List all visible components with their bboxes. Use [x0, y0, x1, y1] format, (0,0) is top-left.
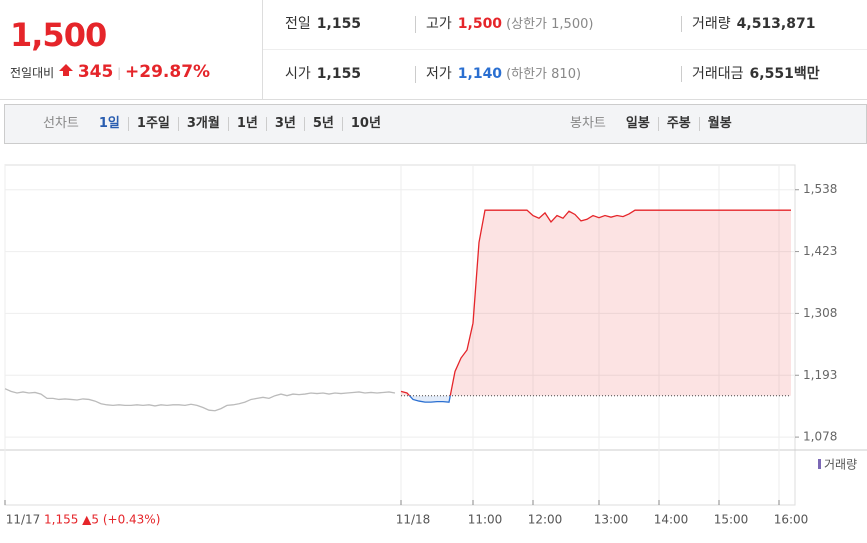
stat-value: 1,500 [457, 16, 503, 32]
stat-label: 거래대금 [692, 66, 744, 82]
stats: 전일 1,155 고가 1,500 (상한가 1,500) 거래량 4,513,871 시가 1… [263, 0, 867, 100]
volume-legend: 거래량 [824, 458, 857, 472]
period-tab[interactable]: 5년 [303, 117, 342, 131]
candle-tab[interactable]: 월봉 [698, 117, 740, 131]
x-tick-label: 11/18 [396, 513, 431, 527]
stats-row: 시가 1,155 저가 1,140 (하한가 810) 거래대금 6,551백만 [263, 50, 867, 99]
up-icon [59, 64, 73, 76]
stat-value: 4,513,871 [736, 16, 816, 32]
x-tick-label: 11/17 [6, 513, 41, 527]
stat: 전일 1,155 [285, 0, 361, 49]
area-fill [401, 210, 791, 396]
stat: 고가 1,500 (상한가 1,500) [415, 16, 593, 33]
stat: 거래량 4,513,871 [681, 16, 815, 32]
stat-label: 거래량 [692, 16, 731, 32]
line-chart-label: 선차트 [43, 116, 79, 131]
x-tick-label: 11:00 [468, 513, 503, 527]
stat-value: 1,155 [316, 16, 362, 32]
price-box: 1,500 전일대비 345 | +29.87% [0, 0, 263, 100]
stat-value: 1,155 [316, 66, 362, 82]
stat-label: 저가 [426, 66, 452, 82]
period-tab[interactable]: 1주일 [127, 117, 178, 131]
stat-value: 1,140 [457, 66, 503, 82]
x-tick-label: 15:00 [714, 513, 749, 527]
x-tick-label: 16:00 [774, 513, 809, 527]
stat-value: 6,551 [749, 66, 794, 82]
candle-tab[interactable]: 주봉 [657, 117, 699, 131]
stat-label: 고가 [426, 16, 452, 32]
x-tick-label: 12:00 [528, 513, 563, 527]
y-tick-label: 1,308 [803, 306, 837, 320]
stat-unit: 백만 [793, 66, 820, 82]
volume-legend-icon [818, 459, 821, 469]
change-pct: +29.87% [125, 62, 211, 82]
stat-note: (상한가 1,500) [506, 17, 594, 32]
period-tab[interactable]: 1일 [98, 116, 120, 131]
price-line [4, 388, 396, 412]
change: 전일대비 345 | +29.87% [10, 62, 211, 82]
price-line [400, 209, 791, 396]
candle-tab[interactable]: 일봉 [625, 116, 650, 131]
stat: 거래대금 6,551백만 [681, 66, 820, 82]
x-tick-label: 13:00 [594, 513, 629, 527]
y-tick-label: 1,538 [803, 182, 837, 196]
annotation: 1,155 ▲5 (+0.43%) [44, 513, 160, 527]
period-tab[interactable]: 3개월 [177, 117, 228, 131]
stat-label: 시가 [285, 66, 311, 82]
x-tick-label: 14:00 [654, 513, 689, 527]
current-price: 1,500 [10, 16, 107, 54]
tab-bar: 선차트 1일 1주일 3개월 1년 3년 5년 10년 봉차트 일봉 주봉 월봉 [4, 104, 867, 144]
y-tick-label: 1,193 [803, 368, 837, 382]
period-tab[interactable]: 10년 [341, 117, 389, 131]
y-tick-label: 1,078 [803, 430, 837, 444]
y-tick-label: 1,423 [803, 244, 837, 258]
stats-row: 전일 1,155 고가 1,500 (상한가 1,500) 거래량 4,513,871 [263, 0, 867, 50]
chart: 1,078 1,193 1,308 1,423 1,538 11/17 11/18 11:00… [0, 164, 867, 527]
change-label: 전일대비 [10, 66, 55, 80]
stat-label: 전일 [285, 16, 311, 32]
period-tab[interactable]: 3년 [265, 117, 304, 131]
stat-note: (하한가 810) [506, 67, 582, 82]
stat: 시가 1,155 [285, 50, 361, 99]
candle-label: 봉차트 [570, 116, 606, 131]
stat: 저가 1,140 (하한가 810) [415, 66, 581, 83]
period-tab[interactable]: 1년 [227, 117, 266, 131]
change-value: 345 [77, 62, 114, 82]
